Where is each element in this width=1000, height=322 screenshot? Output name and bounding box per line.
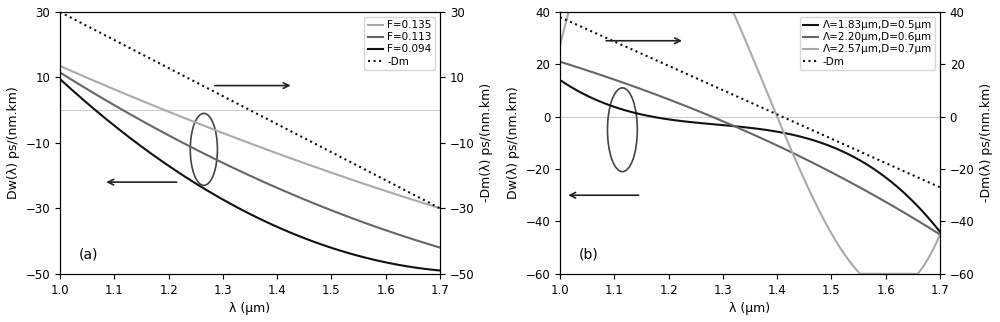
Λ=2.20μm,D=0.6μm	[925, 227, 937, 231]
Λ=2.57μm,D=0.7μm	[781, 138, 793, 142]
F=0.094	[434, 269, 446, 272]
Legend: Λ=1.83μm,D=0.5μm, Λ=2.20μm,D=0.6μm, Λ=2.57μm,D=0.7μm, -Dm: Λ=1.83μm,D=0.5μm, Λ=2.20μm,D=0.6μm, Λ=2.…	[800, 17, 935, 70]
F=0.094	[425, 268, 437, 271]
Λ=2.20μm,D=0.6μm	[934, 232, 946, 236]
Line: -Dm: -Dm	[560, 17, 940, 187]
F=0.113	[425, 243, 437, 247]
Λ=1.83μm,D=0.5μm	[554, 78, 566, 82]
Text: (b): (b)	[579, 247, 599, 261]
Line: Λ=1.83μm,D=0.5μm: Λ=1.83μm,D=0.5μm	[560, 80, 940, 232]
-Dm	[925, 181, 937, 185]
Line: F=0.113: F=0.113	[60, 72, 440, 248]
Line: F=0.135: F=0.135	[60, 66, 440, 208]
Λ=2.57μm,D=0.7μm	[735, 29, 747, 33]
X-axis label: λ (μm): λ (μm)	[729, 302, 771, 315]
Y-axis label: -Dm(λ) ps/(nm.km): -Dm(λ) ps/(nm.km)	[980, 83, 993, 203]
-Dm	[280, 127, 292, 131]
-Dm	[734, 96, 746, 100]
Λ=2.57μm,D=0.7μm	[855, 272, 867, 276]
Text: (a): (a)	[79, 247, 98, 261]
Λ=2.57μm,D=0.7μm	[563, 10, 575, 14]
F=0.113	[434, 246, 446, 250]
-Dm	[365, 171, 377, 175]
F=0.094	[365, 257, 377, 261]
Λ=2.20μm,D=0.6μm	[737, 128, 749, 132]
Λ=1.83μm,D=0.5μm	[734, 125, 746, 129]
F=0.094	[280, 229, 292, 233]
-Dm	[425, 202, 437, 205]
Line: -Dm: -Dm	[60, 12, 440, 208]
Λ=1.83μm,D=0.5μm	[780, 131, 792, 135]
-Dm	[737, 97, 749, 101]
F=0.113	[365, 223, 377, 227]
F=0.113	[260, 181, 272, 185]
Λ=2.57μm,D=0.7μm	[760, 89, 772, 93]
-Dm	[234, 103, 246, 107]
Λ=1.83μm,D=0.5μm	[934, 230, 946, 234]
Λ=2.57μm,D=0.7μm	[554, 44, 566, 48]
Y-axis label: Dw(λ) ps/(nm.km): Dw(λ) ps/(nm.km)	[507, 87, 520, 199]
Λ=1.83μm,D=0.5μm	[760, 128, 772, 132]
Λ=2.20μm,D=0.6μm	[554, 60, 566, 64]
F=0.113	[234, 169, 246, 173]
F=0.113	[237, 170, 249, 174]
Line: Λ=2.20μm,D=0.6μm: Λ=2.20μm,D=0.6μm	[560, 62, 940, 234]
-Dm	[760, 107, 772, 111]
F=0.113	[280, 190, 292, 194]
-Dm	[865, 155, 877, 159]
Λ=1.83μm,D=0.5μm	[737, 125, 749, 129]
Line: F=0.094: F=0.094	[60, 79, 440, 270]
F=0.135	[425, 204, 437, 207]
Line: Λ=2.57μm,D=0.7μm: Λ=2.57μm,D=0.7μm	[560, 12, 940, 274]
Λ=2.57μm,D=0.7μm	[738, 34, 750, 38]
F=0.135	[365, 185, 377, 188]
F=0.094	[260, 220, 272, 223]
-Dm	[260, 116, 272, 120]
-Dm	[554, 15, 566, 19]
-Dm	[237, 104, 249, 108]
Λ=2.57μm,D=0.7μm	[934, 232, 946, 236]
Y-axis label: -Dm(λ) ps/(nm.km): -Dm(λ) ps/(nm.km)	[480, 83, 493, 203]
Λ=2.57μm,D=0.7μm	[926, 249, 938, 253]
Λ=2.20μm,D=0.6μm	[760, 138, 772, 142]
X-axis label: λ (μm): λ (μm)	[229, 302, 271, 315]
Λ=2.20μm,D=0.6μm	[865, 192, 877, 196]
Λ=1.83μm,D=0.5μm	[925, 219, 937, 223]
Y-axis label: Dw(λ) ps/(nm.km): Dw(λ) ps/(nm.km)	[7, 87, 20, 199]
Legend: F=0.135, F=0.113, F=0.094, -Dm: F=0.135, F=0.113, F=0.094, -Dm	[364, 17, 435, 70]
-Dm	[434, 206, 446, 210]
F=0.135	[434, 206, 446, 210]
F=0.094	[54, 77, 66, 81]
Λ=2.20μm,D=0.6μm	[734, 127, 746, 131]
F=0.113	[54, 71, 66, 74]
F=0.135	[54, 64, 66, 68]
-Dm	[780, 117, 792, 120]
F=0.135	[234, 138, 246, 142]
F=0.135	[237, 139, 249, 143]
Λ=2.57μm,D=0.7μm	[867, 272, 879, 276]
Λ=1.83μm,D=0.5μm	[865, 166, 877, 169]
F=0.135	[260, 147, 272, 151]
Λ=2.20μm,D=0.6μm	[780, 148, 792, 152]
F=0.094	[237, 208, 249, 212]
-Dm	[934, 185, 946, 189]
F=0.094	[234, 207, 246, 211]
-Dm	[54, 10, 66, 14]
F=0.135	[280, 155, 292, 159]
